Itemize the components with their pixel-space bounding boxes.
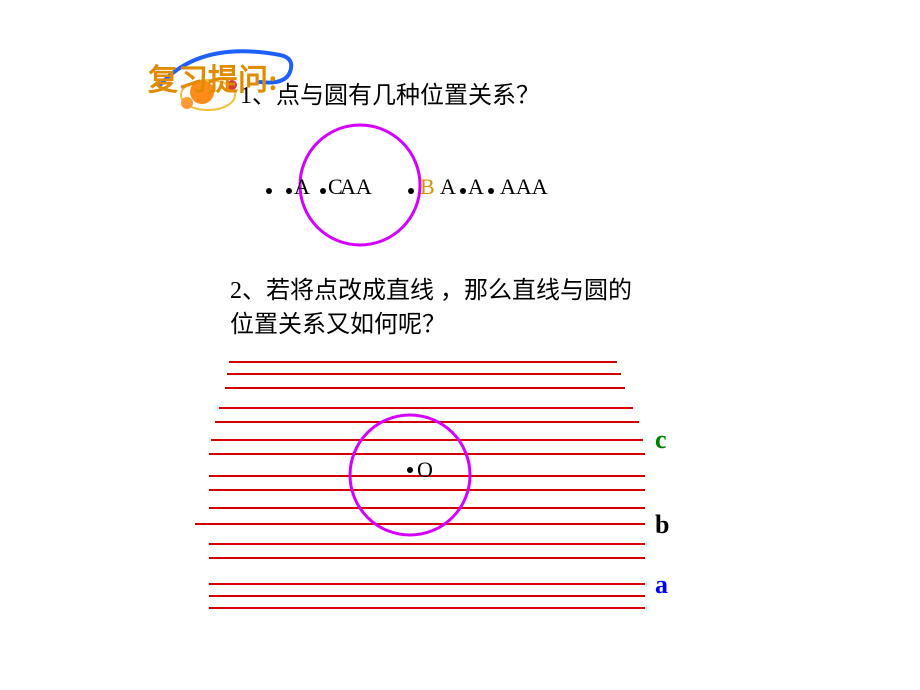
question-1: 1、点与圆有几种位置关系？ — [240, 75, 540, 110]
diagram-line-circle: O c ba — [185, 355, 745, 655]
center-label: O — [417, 457, 433, 483]
point-label: AA — [340, 174, 372, 200]
point-label: A — [294, 174, 310, 200]
point-dot — [320, 188, 326, 194]
point-dot — [286, 188, 292, 194]
diagram-point-circle: ACAABAAAAA — [240, 120, 640, 260]
q2-line1: 2、若将点改成直线 ，那么直线与圆的 — [230, 278, 632, 304]
center-dot — [407, 467, 413, 473]
point-label: B — [420, 174, 435, 200]
review-title: 复习提问: — [148, 55, 278, 99]
q2-line2: 位置关系又如何呢？ — [230, 312, 446, 338]
question-2: 2、若将点改成直线 ，那么直线与圆的 位置关系又如何呢？ — [230, 275, 710, 342]
line-label-a: a — [655, 570, 668, 600]
point-dot — [408, 188, 414, 194]
point-dot — [488, 188, 494, 194]
point-label: A — [468, 174, 484, 200]
point-label: A — [440, 174, 456, 200]
point-dot — [460, 188, 466, 194]
review-title-text: 复习提问: — [148, 64, 278, 97]
line-label-b: b — [655, 510, 669, 540]
point-dot — [266, 188, 272, 194]
line-label-c: c — [655, 425, 667, 455]
point-label: AAA — [500, 174, 548, 200]
